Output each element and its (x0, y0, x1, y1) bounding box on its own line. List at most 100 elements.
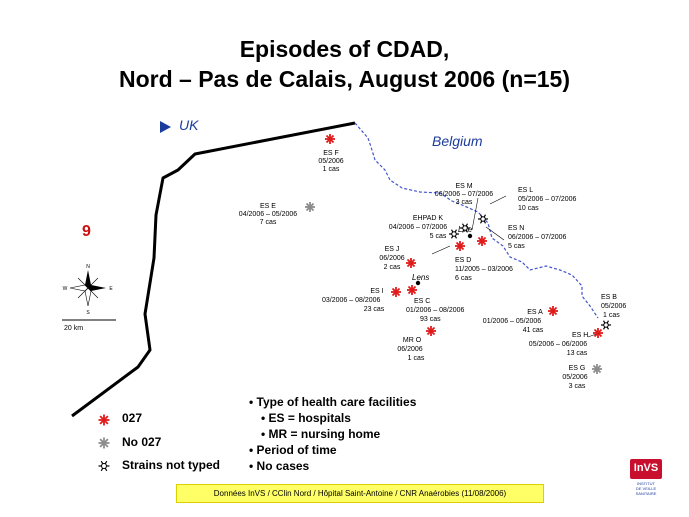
site-period: 06/2006 (379, 255, 404, 262)
marker-es-b-icon (601, 320, 611, 330)
belgium-label: Belgium (432, 133, 483, 149)
marker-es-c-icon (407, 285, 417, 295)
site-ES-I: ES I 03/2006 – 08/2006 23 cas (322, 288, 385, 313)
compass-rose-icon: N S E W (63, 264, 114, 316)
title-line-2: Nord – Pas de Calais, August 2006 (n=15) (118, 66, 570, 92)
marker-es-a-icon (548, 306, 558, 316)
site-name: ES J (385, 246, 400, 253)
compass-s: S (86, 310, 90, 316)
leader-lines (431, 195, 600, 338)
site-cases: 5 cas (508, 243, 525, 250)
site-ES-L: ES L 05/2006 – 07/2006 10 cas (518, 187, 576, 212)
site-period: 05/2006 – 06/2006 (529, 341, 587, 348)
site-cases: 3 cas (456, 199, 473, 206)
site-ES-A: ES A 01/2006 – 05/2006 41 cas (483, 309, 544, 334)
site-cases: 10 cas (518, 205, 539, 212)
bullet-cases: • No cases (249, 459, 310, 473)
belgium-border (354, 122, 599, 319)
site-name: ES B (601, 294, 617, 301)
site-cases: 23 cas (364, 306, 385, 313)
invs-logo: InVS INSTITUT DE VEILLE SANITAIRE (626, 459, 666, 499)
site-cases: 7 cas (260, 219, 277, 226)
marker-es-g-icon (592, 364, 602, 374)
site-ES-F: ES F 05/2006 1 cas (318, 150, 343, 173)
coastline (71, 121, 356, 418)
marker-es-h-icon (593, 328, 603, 338)
site-period: 11/2005 – 03/2006 (455, 266, 513, 273)
legend-not-typed-label: Strains not typed (122, 458, 221, 472)
site-period: 06/2006 – 07/2006 (508, 234, 566, 241)
site-cases: 5 cas (430, 233, 447, 240)
marker-es-n-icon (477, 236, 487, 246)
title-line-1: Episodes of CDAD, (239, 36, 450, 62)
site-cases: 1 cas (408, 355, 425, 362)
bullet-es: • ES = hospitals (261, 411, 351, 425)
logo-name: InVS (633, 462, 659, 474)
site-name: ES D (455, 257, 471, 264)
marker-es-m-icon (460, 223, 470, 233)
site-name: ES I (370, 288, 383, 295)
site-cases: 6 cas (455, 275, 472, 282)
uk-label: UK (179, 117, 199, 133)
site-ES-G: ES G 05/2006 3 cas (562, 365, 587, 390)
site-name: ES N (508, 225, 524, 232)
legend-no027-label: No 027 (122, 435, 162, 449)
city-lens: Lens (412, 273, 429, 282)
site-period: 05/2006 (562, 374, 587, 381)
site-MR-O: MR O 06/2006 1 cas (397, 337, 425, 362)
site-name: EHPAD K (413, 215, 444, 222)
bullet-period: • Period of time (249, 443, 337, 457)
site-cases: 1 cas (603, 312, 620, 319)
site-ES-D: ES D 11/2005 – 03/2006 6 cas (455, 257, 513, 282)
site-cases: 2 cas (384, 264, 401, 271)
marker-es-j-icon (406, 258, 416, 268)
site-period: 05/2006 – 07/2006 (518, 196, 576, 203)
site-name: MR O (403, 337, 422, 344)
site-name: ES C (414, 298, 430, 305)
site-period: 01/2006 – 05/2006 (483, 318, 541, 325)
legend-symbol-0-icon (98, 414, 110, 426)
uk-arrow-icon (160, 121, 171, 133)
site-ES-N: ES N 06/2006 – 07/2006 5 cas (508, 225, 566, 250)
site-cases: 93 cas (420, 316, 441, 323)
site-cases: 41 cas (523, 327, 544, 334)
site-cases: 1 cas (323, 166, 340, 173)
legend-symbols (98, 414, 110, 472)
department-number: 9 (82, 223, 91, 240)
marker-es-d-icon (455, 241, 465, 251)
site-period: 04/2006 – 05/2006 (239, 211, 297, 218)
site-name: ES M (455, 183, 472, 190)
compass-w: W (63, 286, 68, 292)
site-period: 06/2006 (397, 346, 422, 353)
legend-symbol-2-icon (98, 460, 110, 472)
site-period: 03/2006 – 08/2006 (322, 297, 380, 304)
site-name: ES E (260, 203, 276, 210)
logo-subtitle: INSTITUT DE VEILLE SANITAIRE (635, 481, 657, 496)
site-name: ES G (569, 365, 586, 372)
bullet-type: • Type of health care facilities (249, 395, 417, 409)
site-ES-H: ES H 05/2006 – 06/2006 13 cas (529, 332, 589, 357)
site-period: 01/2006 – 08/2006 (406, 307, 464, 314)
site-ES-C: ES C 01/2006 – 08/2006 93 cas (406, 298, 464, 323)
site-name: ES L (518, 187, 533, 194)
site-period: 05/2006 (601, 303, 626, 310)
scale-label: 20 km (64, 325, 83, 332)
lille-dot-icon (467, 233, 473, 239)
source-note: Données InVS / CClin Nord / Hôpital Sain… (176, 484, 544, 503)
lens-dot-icon (415, 280, 421, 286)
legend-027-label: 027 (122, 411, 143, 425)
site-cases: 3 cas (569, 383, 586, 390)
site-period: 04/2006 – 07/2006 (389, 224, 447, 231)
bullet-mr: • MR = nursing home (261, 427, 381, 441)
site-period: 05/2006 (318, 158, 343, 165)
legend-bullets: • Type of health care facilities • ES = … (249, 394, 416, 474)
site-name: ES H (572, 332, 588, 339)
compass-e: E (109, 286, 113, 292)
site-name: ES F (323, 150, 339, 157)
marker-es-e-icon (305, 202, 315, 212)
site-ES-J: ES J 06/2006 2 cas (379, 246, 404, 271)
site-EHPAD-K: EHPAD K 04/2006 – 07/2006 5 cas (389, 215, 447, 240)
site-ES-B: ES B 05/2006 1 cas (601, 294, 626, 319)
